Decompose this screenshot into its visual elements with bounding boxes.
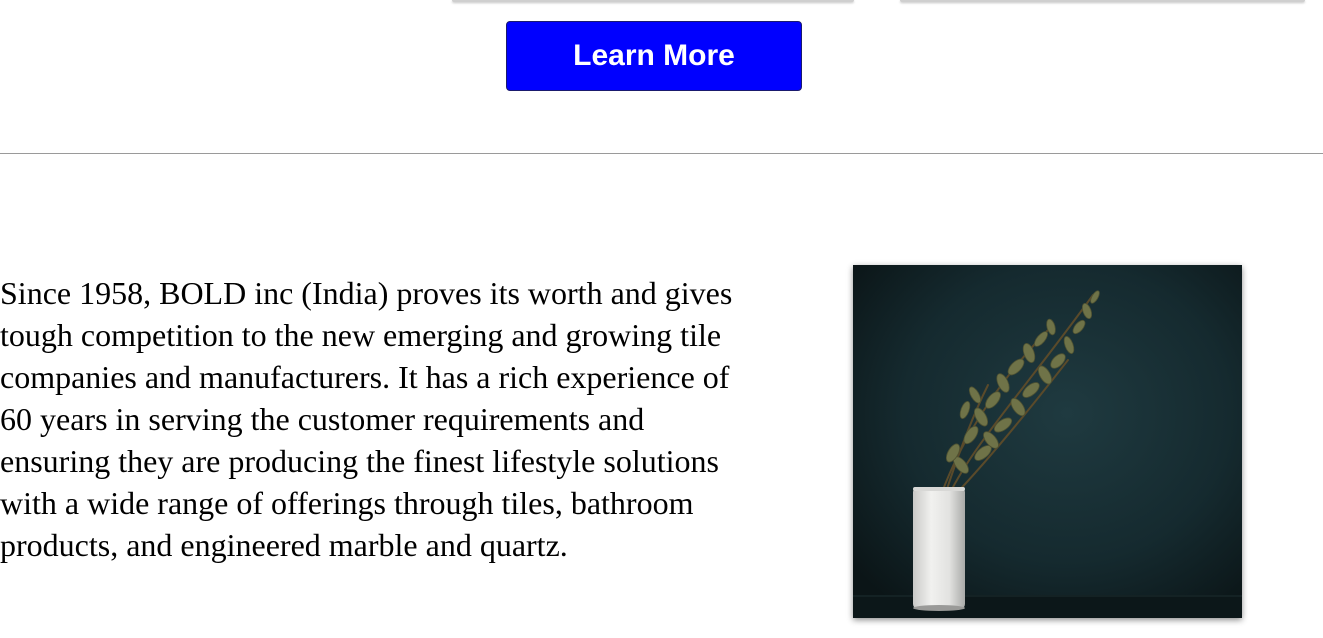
- card-bottom-edge-left: [452, 0, 854, 2]
- vase-photo-illustration: [853, 265, 1242, 618]
- vase-with-eucalyptus-image: [853, 265, 1242, 618]
- about-paragraph: Since 1958, BOLD inc (India) proves its …: [0, 275, 733, 563]
- card-bottom-edge-right: [900, 0, 1305, 2]
- learn-more-button[interactable]: Learn More: [506, 21, 802, 91]
- learn-more-label: Learn More: [573, 39, 735, 72]
- section-divider: [0, 153, 1323, 154]
